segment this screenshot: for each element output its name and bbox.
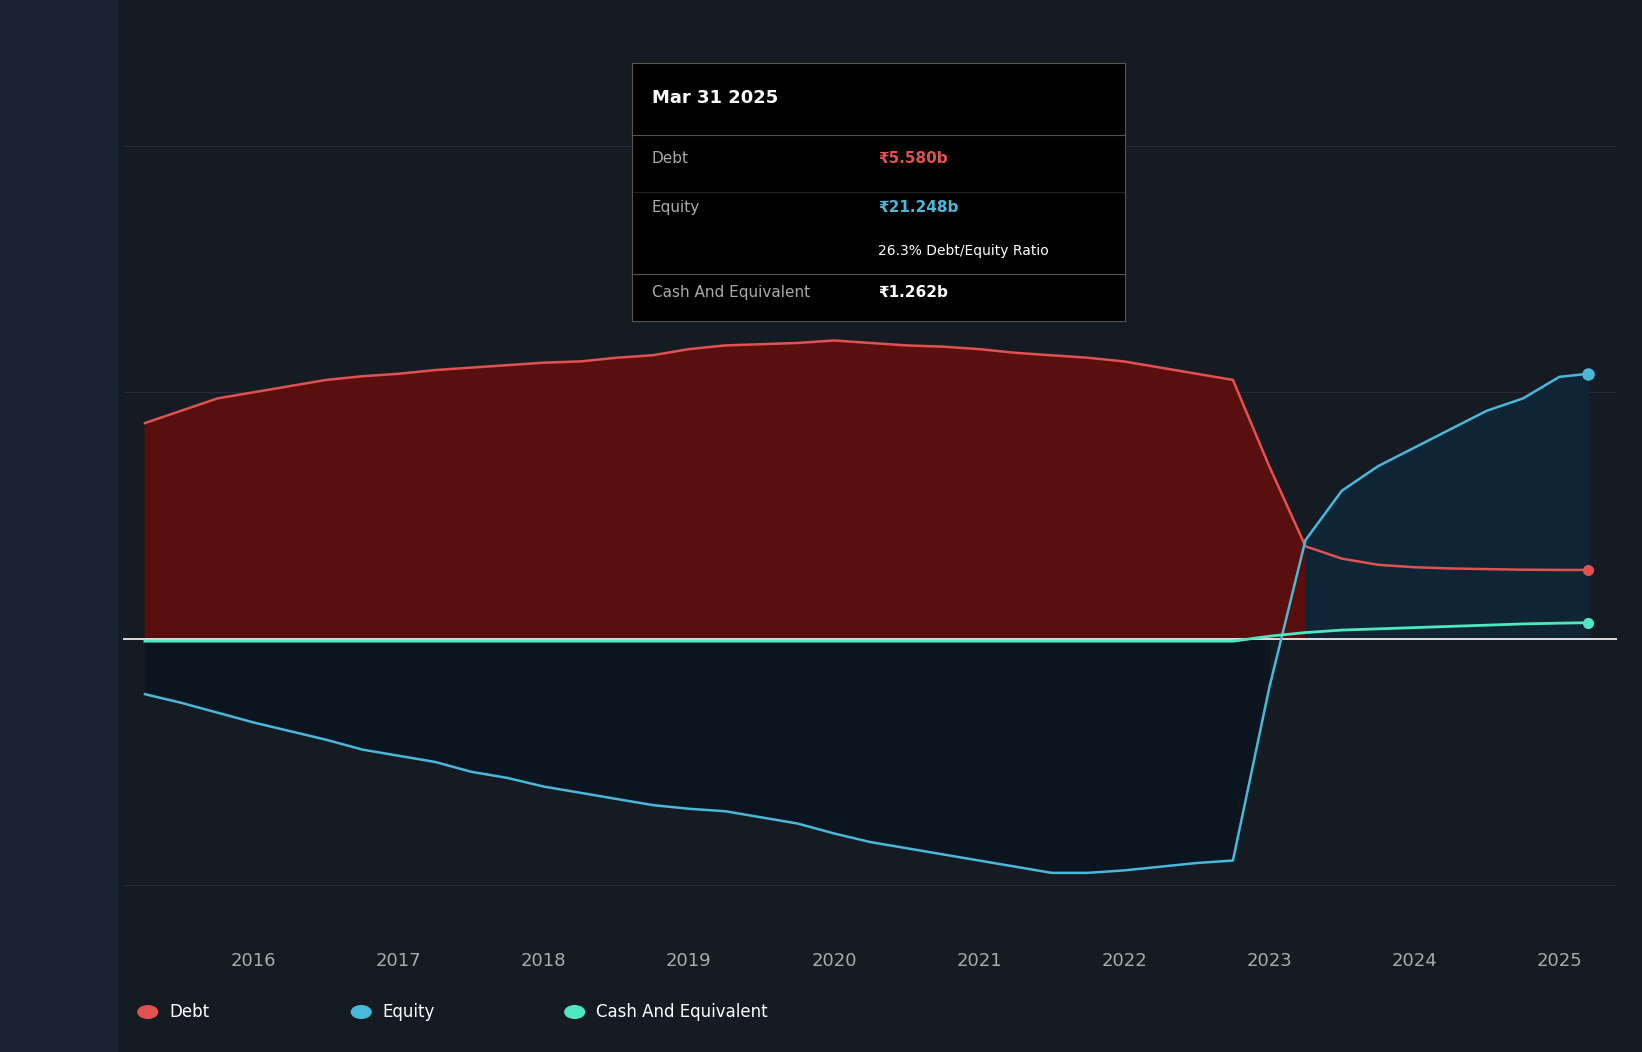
Text: Cash And Equivalent: Cash And Equivalent [596, 1003, 768, 1021]
Text: ₹0: ₹0 [94, 630, 115, 648]
Text: Debt: Debt [652, 150, 690, 166]
Text: ₹5.580b: ₹5.580b [878, 150, 947, 166]
Text: ₹21.248b: ₹21.248b [878, 200, 959, 215]
Text: ₹1.262b: ₹1.262b [878, 285, 949, 300]
Text: Equity: Equity [383, 1003, 435, 1021]
Text: ₹40b: ₹40b [71, 137, 115, 155]
Text: Mar 31 2025: Mar 31 2025 [652, 89, 778, 107]
Text: Equity: Equity [652, 200, 699, 215]
Text: Cash And Equivalent: Cash And Equivalent [652, 285, 810, 300]
Text: 26.3% Debt/Equity Ratio: 26.3% Debt/Equity Ratio [878, 244, 1049, 258]
Text: Debt: Debt [169, 1003, 209, 1021]
Text: -₹20b: -₹20b [64, 876, 115, 894]
